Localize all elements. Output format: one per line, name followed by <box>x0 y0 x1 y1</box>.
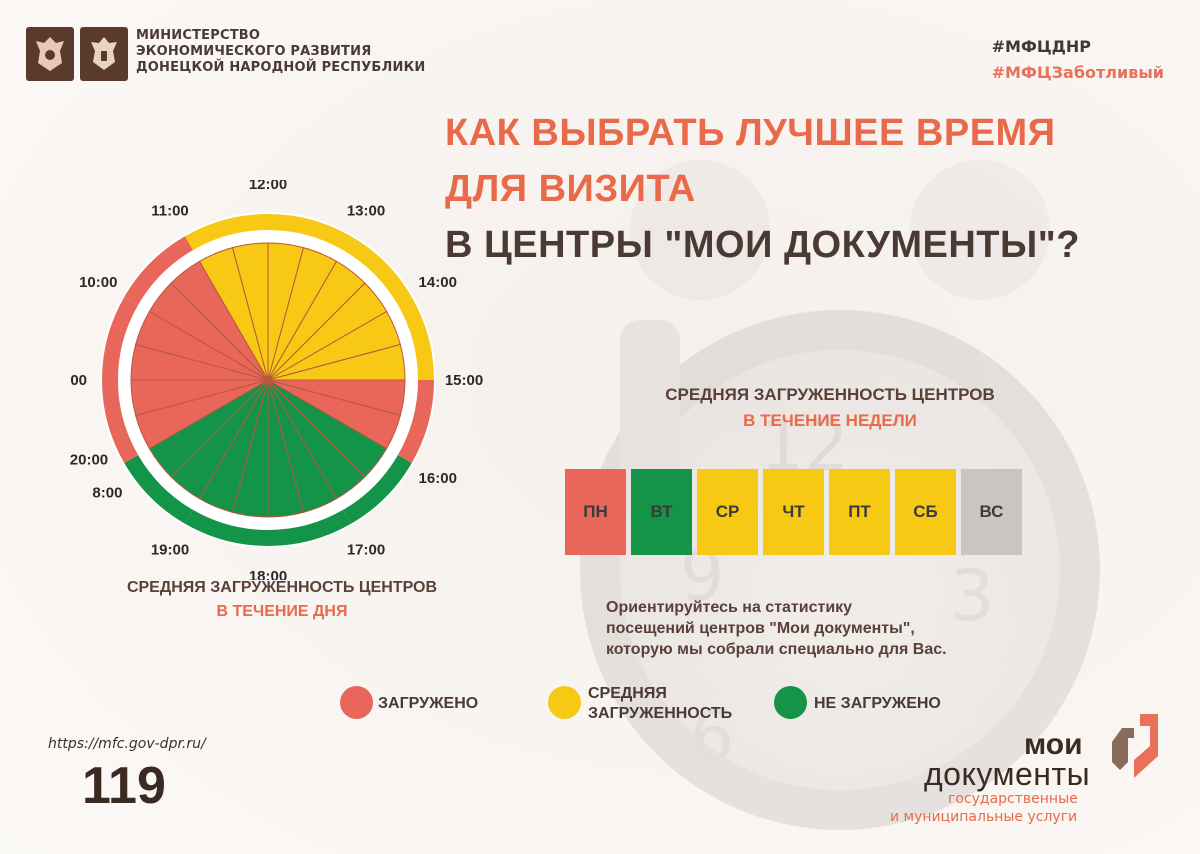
hashtag-mfc-caring: #МФЦЗаботливый <box>991 63 1164 82</box>
week-day-ВТ: ВТ <box>631 469 692 555</box>
clock-sectors <box>130 242 406 518</box>
moi-dokumenty-logo: мои документы государственные и муниципа… <box>890 712 1170 832</box>
legend-medium-line2: ЗАГРУЖЕННОСТЬ <box>588 705 733 722</box>
hour-label: 14:00 <box>419 274 457 291</box>
logo-subtitle-line2: и муниципальные услуги <box>890 809 1078 825</box>
hour-label: 18:00 <box>249 568 287 580</box>
ministry-line: ДОНЕЦКОЙ НАРОДНОЙ РЕСПУБЛИКИ <box>136 60 426 75</box>
day-load-clock-chart: 8:00 9:00 10:00 11:00 12:00 13:00 14:00 15:00 16… <box>70 180 483 580</box>
ring-segment-1200 <box>268 214 351 251</box>
ring-segment-1600 <box>343 455 412 524</box>
ring-segment-1400 <box>397 297 434 380</box>
hashtag-mfcdnr: #МФЦДНР <box>991 37 1092 56</box>
ring-segment-1000 <box>124 236 193 305</box>
hour-label: 10:00 <box>79 274 117 291</box>
week-day-СБ: СБ <box>895 469 956 555</box>
hour-label: 20:00 <box>70 452 108 469</box>
hour-label: 12:00 <box>249 180 287 193</box>
ring-segment-1800 <box>185 509 268 546</box>
hashtags: #МФЦДНР #МФЦЗаботливый <box>992 34 1164 86</box>
day-caption-line2: В ТЕЧЕНИЕ ДНЯ <box>216 603 348 620</box>
week-day-ВС: ВС <box>961 469 1022 555</box>
logo-word-dokumenty: документы <box>924 756 1091 792</box>
page-number: 119 <box>82 757 166 815</box>
ring-segment-800 <box>102 380 139 463</box>
week-day-ЧТ: ЧТ <box>763 469 824 555</box>
ring-segment-1900 <box>124 455 193 524</box>
hour-label: 13:00 <box>347 202 385 219</box>
day-chart-caption: СРЕДНЯЯ ЗАГРУЖЕННОСТЬ ЦЕНТРОВ В ТЕЧЕНИЕ … <box>94 576 470 624</box>
dpr-coat-of-arms-icon <box>80 27 128 81</box>
week-day-ПТ: ПТ <box>829 469 890 555</box>
russia-coat-of-arms-icon <box>26 27 74 81</box>
ministry-line: ЭКОНОМИЧЕСКОГО РАЗВИТИЯ <box>136 44 372 59</box>
mfc-logo-icon <box>1112 714 1158 778</box>
week-day-ПН: ПН <box>565 469 626 555</box>
legend-busy-swatch <box>340 686 373 719</box>
logo-subtitle-line1: государственные <box>948 791 1078 807</box>
logo-word-moi: мои <box>1024 728 1083 761</box>
note-line: посещений центров "Мои документы", <box>606 620 915 637</box>
hour-label: 8:00 <box>92 484 122 501</box>
week-day-СР: СР <box>697 469 758 555</box>
website-url[interactable]: https://mfc.gov-dpr.ru/ <box>48 736 206 752</box>
emblems <box>26 27 128 81</box>
title-line: КАК ВЫБРАТЬ ЛУЧШЕЕ ВРЕМЯ <box>445 112 1056 154</box>
page-title: КАК ВЫБРАТЬ ЛУЧШЕЕ ВРЕМЯ ДЛЯ ВИЗИТА В ЦЕ… <box>445 105 1080 273</box>
week-caption-line2: В ТЕЧЕНИЕ НЕДЕЛИ <box>743 411 917 430</box>
statistics-note: Ориентируйтесь на статистику посещений ц… <box>606 597 1026 660</box>
legend: ЗАГРУЖЕНО СРЕДНЯЯ ЗАГРУЖЕННОСТЬ НЕ ЗАГРУ… <box>340 684 980 724</box>
ring-segment-1300 <box>343 236 412 305</box>
week-caption-line1: СРЕДНЯЯ ЗАГРУЖЕННОСТЬ ЦЕНТРОВ <box>665 385 995 404</box>
ring-segment-1100 <box>185 214 268 251</box>
hour-label: 11:00 <box>151 202 189 219</box>
note-line: Ориентируйтесь на статистику <box>606 599 853 616</box>
clock-hour-labels: 8:00 9:00 10:00 11:00 12:00 13:00 14:00 15:00 16… <box>70 180 483 580</box>
hour-label: 17:00 <box>347 542 385 559</box>
title-line: В ЦЕНТРЫ "МОИ ДОКУМЕНТЫ"? <box>445 224 1080 266</box>
legend-medium-line1: СРЕДНЯЯ <box>588 685 667 702</box>
note-line: которую мы собрали специально для Вас. <box>606 641 947 658</box>
legend-busy-label: ЗАГРУЖЕНО <box>378 695 479 712</box>
ministry-name: МИНИСТЕРСТВО ЭКОНОМИЧЕСКОГО РАЗВИТИЯ ДОН… <box>136 28 426 76</box>
week-chart-caption: СРЕДНЯЯ ЗАГРУЖЕННОСТЬ ЦЕНТРОВ В ТЕЧЕНИЕ … <box>560 382 1100 434</box>
legend-medium-swatch <box>548 686 581 719</box>
title-line: ДЛЯ ВИЗИТА <box>445 168 696 210</box>
ring-segment-1500 <box>397 380 434 463</box>
hour-label: 15:00 <box>445 372 483 389</box>
legend-free-label: НЕ ЗАГРУЖЕНО <box>814 695 941 712</box>
hour-label: 19:00 <box>151 542 189 559</box>
day-caption-line1: СРЕДНЯЯ ЗАГРУЖЕННОСТЬ ЦЕНТРОВ <box>126 579 438 596</box>
hour-label: 16:00 <box>419 470 457 487</box>
hour-label: 9:00 <box>70 372 87 389</box>
legend-medium-label: СРЕДНЯЯ ЗАГРУЖЕННОСТЬ <box>588 684 732 724</box>
legend-free-swatch <box>774 686 807 719</box>
week-load-chart: ПН ВТ СР ЧТ ПТ СБ ВС <box>565 469 1022 555</box>
clock-sector-800-1 <box>130 379 269 417</box>
ring-segment-900 <box>102 297 139 380</box>
ministry-line: МИНИСТЕРСТВО <box>136 28 261 43</box>
ring-segment-1700 <box>268 509 351 546</box>
